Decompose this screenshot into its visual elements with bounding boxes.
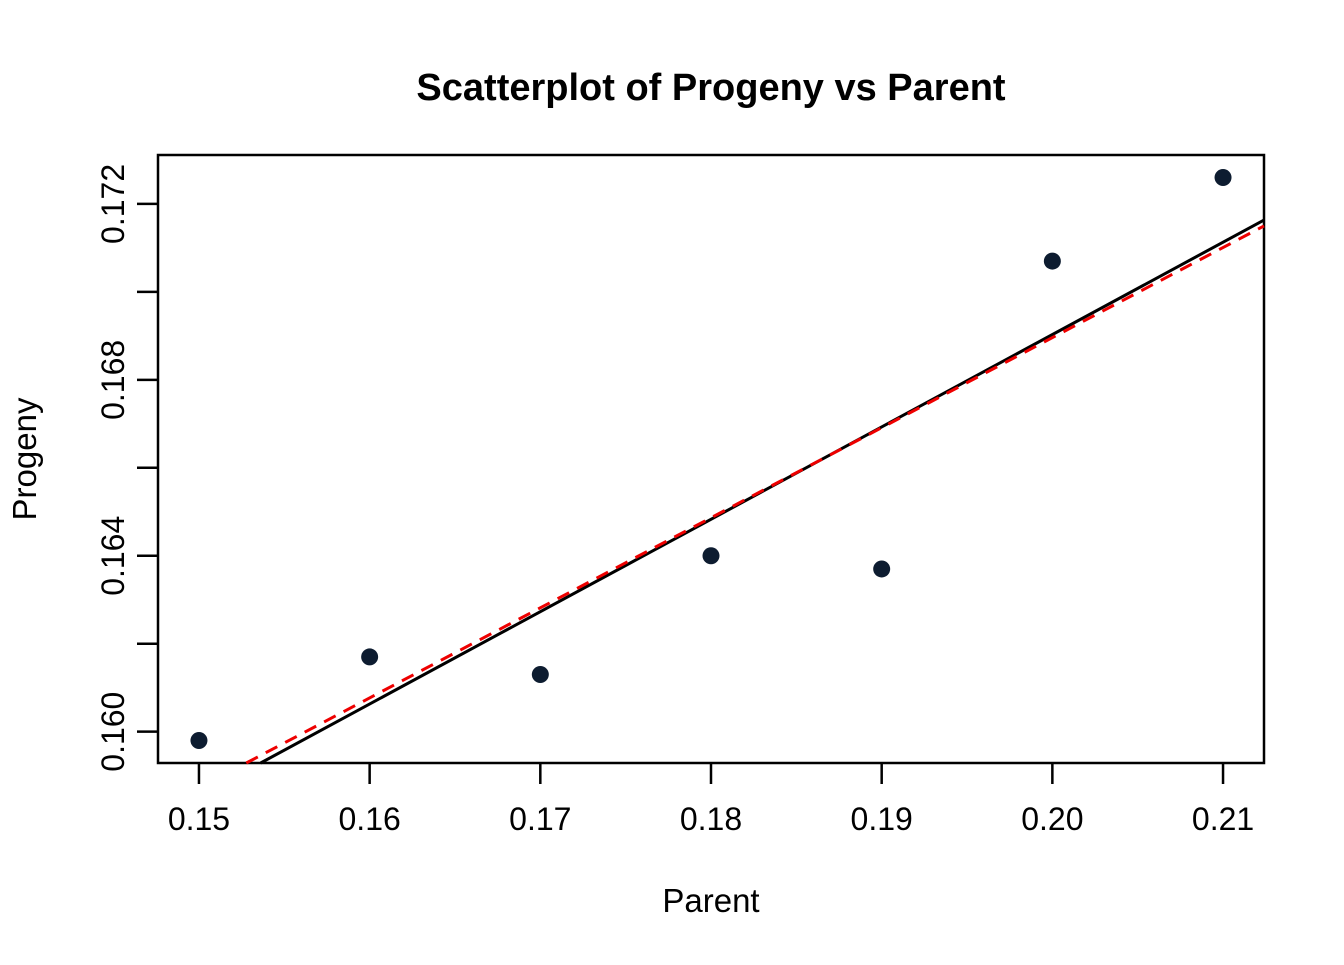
data-point	[361, 648, 379, 666]
data-point	[702, 547, 720, 565]
x-tick-label: 0.20	[1021, 801, 1083, 837]
x-tick-label: 0.18	[680, 801, 742, 837]
y-axis-title: Progeny	[6, 397, 43, 520]
chart-title: Scatterplot of Progeny vs Parent	[416, 67, 1005, 109]
y-tick-label: 0.168	[95, 340, 131, 420]
plot-border	[156, 153, 1266, 765]
x-axis-title: Parent	[662, 882, 759, 919]
x-tick-label: 0.15	[168, 801, 230, 837]
plot-area: 0.15 0.16 0.17 0.18 0.19 0.20 0.21 0.160 0.164 0.…	[95, 153, 1266, 837]
x-tick-label: 0.21	[1192, 801, 1254, 837]
data-point	[190, 731, 208, 749]
x-tick-label: 0.16	[339, 801, 401, 837]
wls-regression-line	[245, 224, 1265, 765]
data-point	[531, 666, 549, 684]
data-point	[1214, 169, 1232, 187]
y-tick-label: 0.172	[95, 164, 131, 244]
y-tick-label: 0.160	[95, 692, 131, 772]
data-point	[1043, 252, 1061, 270]
data-point	[873, 560, 891, 578]
y-tick-label: 0.164	[95, 516, 131, 596]
x-tick-label: 0.17	[509, 801, 571, 837]
x-tick-label: 0.19	[851, 801, 913, 837]
